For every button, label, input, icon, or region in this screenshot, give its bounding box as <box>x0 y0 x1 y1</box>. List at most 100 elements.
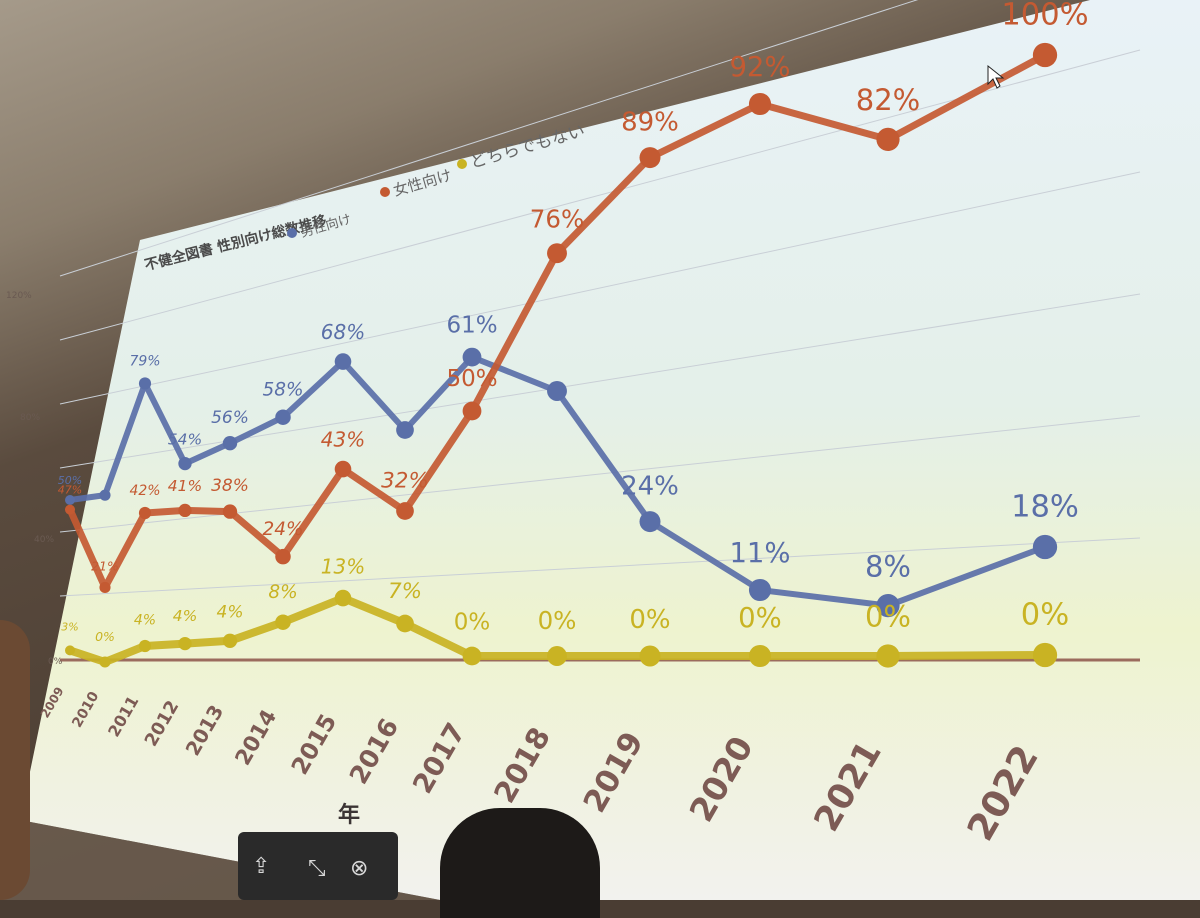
data-point <box>334 460 352 478</box>
data-label: 54% <box>168 430 202 448</box>
data-point <box>462 347 482 367</box>
x-axis-title: 年 <box>338 802 360 828</box>
data-label: 0% <box>738 602 782 634</box>
data-point <box>547 381 567 401</box>
data-point <box>462 646 482 666</box>
data-label: 92% <box>729 51 790 83</box>
data-point <box>178 636 192 651</box>
data-label: 21% <box>91 558 119 573</box>
gridline <box>59 537 1141 597</box>
series-line <box>66 51 1049 591</box>
data-label: 13% <box>321 554 365 578</box>
data-label: 11% <box>729 537 790 569</box>
legend-marker <box>287 228 297 238</box>
data-point <box>876 127 900 151</box>
data-label: 18% <box>1011 490 1079 525</box>
mouse-cursor <box>987 64 1005 89</box>
data-label: 50% <box>58 474 82 487</box>
data-point <box>178 456 192 471</box>
data-label: 24% <box>621 472 679 502</box>
y-tick-label: 40% <box>34 535 54 545</box>
data-label: 0% <box>629 605 670 635</box>
shrink-icon[interactable]: ⤡ <box>308 856 326 881</box>
data-point <box>99 581 111 593</box>
data-point <box>222 436 238 451</box>
data-point <box>222 504 238 519</box>
data-point <box>334 353 352 370</box>
data-point <box>65 645 75 656</box>
data-point <box>547 646 567 666</box>
data-label: 0% <box>865 599 911 633</box>
data-point <box>748 644 772 668</box>
data-label: 7% <box>388 579 422 604</box>
data-label: 41% <box>168 477 202 495</box>
data-point <box>138 639 152 653</box>
data-label: 32% <box>381 468 429 493</box>
data-label: 76% <box>530 204 584 233</box>
data-point <box>396 614 414 633</box>
data-label: 79% <box>129 353 160 369</box>
data-point <box>639 147 661 169</box>
data-point <box>138 377 152 390</box>
data-point <box>178 503 192 518</box>
data-point <box>396 502 414 520</box>
data-point <box>138 506 152 520</box>
viewer-controls: ⇪ ⤡ ⊗ <box>238 832 398 900</box>
data-point <box>876 594 900 618</box>
data-point <box>334 589 352 607</box>
data-point <box>1032 534 1058 560</box>
projection-screen <box>20 0 1200 900</box>
data-label: 0% <box>538 606 577 635</box>
data-label: 0% <box>1021 598 1069 633</box>
audience-member-silhouette <box>440 808 600 918</box>
data-label: 8% <box>268 582 297 603</box>
data-point <box>639 645 661 667</box>
data-point <box>876 644 900 668</box>
data-label: 8% <box>865 549 911 583</box>
data-point <box>547 243 567 264</box>
data-label: 47% <box>58 484 82 497</box>
data-label: 24% <box>262 519 303 540</box>
data-point <box>275 548 291 565</box>
data-point <box>275 409 291 425</box>
gridline <box>59 0 919 277</box>
series-line <box>66 594 1049 666</box>
data-point <box>275 614 291 630</box>
y-tick-label: 120% <box>6 291 32 301</box>
data-point <box>748 578 772 602</box>
data-label: 4% <box>217 603 244 623</box>
share-icon[interactable]: ⇪ <box>252 854 271 879</box>
audience-member-left <box>0 620 30 900</box>
y-tick-label: 0% <box>48 657 63 667</box>
data-label: 4% <box>173 607 198 625</box>
data-label: 43% <box>321 428 365 452</box>
data-point <box>1032 642 1058 668</box>
data-label: 42% <box>129 483 160 499</box>
series-line <box>67 354 1048 609</box>
data-point <box>1032 42 1058 68</box>
close-icon[interactable]: ⊗ <box>350 856 369 881</box>
data-label: 100% <box>1001 0 1088 33</box>
data-label: 61% <box>446 312 497 338</box>
data-point <box>99 489 111 501</box>
legend-marker <box>380 187 390 197</box>
y-tick-label: 80% <box>20 413 40 423</box>
data-label: 50% <box>446 366 497 392</box>
data-point <box>396 421 414 439</box>
legend-marker <box>457 159 467 169</box>
data-label: 3% <box>61 620 78 633</box>
data-label: 89% <box>621 108 679 138</box>
data-point <box>222 633 238 648</box>
data-label: 0% <box>95 629 115 644</box>
gridline <box>59 415 1141 533</box>
data-point <box>639 511 661 533</box>
data-label: 58% <box>262 380 303 401</box>
data-label: 38% <box>211 476 249 496</box>
data-point <box>748 92 772 116</box>
gridline <box>59 171 1141 405</box>
data-label: 56% <box>211 408 249 428</box>
data-label: 4% <box>134 612 156 628</box>
data-point <box>65 504 75 515</box>
data-point <box>65 495 75 505</box>
